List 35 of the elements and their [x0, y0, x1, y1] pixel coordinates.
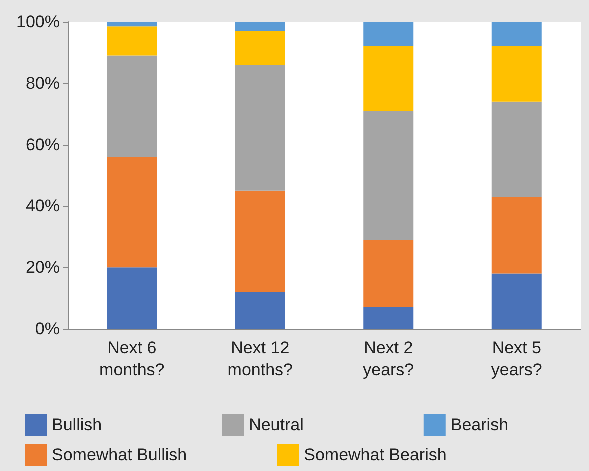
bar [492, 46, 542, 102]
bar [364, 240, 414, 308]
bar [492, 274, 542, 329]
y-tick-label: 80% [26, 74, 60, 93]
x-tick-label: Next 5 years? [491, 338, 542, 380]
bar [492, 102, 542, 197]
y-tick-label: 40% [26, 196, 60, 216]
legend-label: Neutral [249, 416, 304, 434]
bar [107, 268, 158, 329]
legend-label: Somewhat Bullish [52, 446, 188, 464]
x-tick-label: Next 6 months? [100, 338, 165, 380]
bar [235, 190, 286, 292]
bar [107, 56, 158, 158]
y-tick-label: 0% [35, 320, 60, 338]
bar [107, 157, 158, 268]
bar [107, 26, 158, 56]
legend-label: Somewhat Bearish [304, 446, 447, 464]
bar [364, 22, 414, 47]
x-tick-label: Next 12 months? [228, 338, 293, 380]
bar [492, 196, 542, 274]
y-tick-label: 100% [16, 12, 60, 32]
bar [235, 292, 286, 329]
bar [235, 31, 286, 65]
bar [364, 46, 414, 112]
legend-label: Bearish [450, 416, 509, 434]
bar [492, 22, 542, 47]
x-tick-label: Next 2 years? [363, 338, 414, 380]
y-tick-label: 60% [26, 135, 60, 154]
bar [235, 22, 286, 32]
bar [107, 22, 158, 27]
legend-label: Bullish [52, 416, 102, 434]
bar [235, 64, 286, 191]
y-tick-label: 20% [26, 258, 60, 278]
bar [364, 308, 414, 329]
bar [364, 111, 414, 240]
